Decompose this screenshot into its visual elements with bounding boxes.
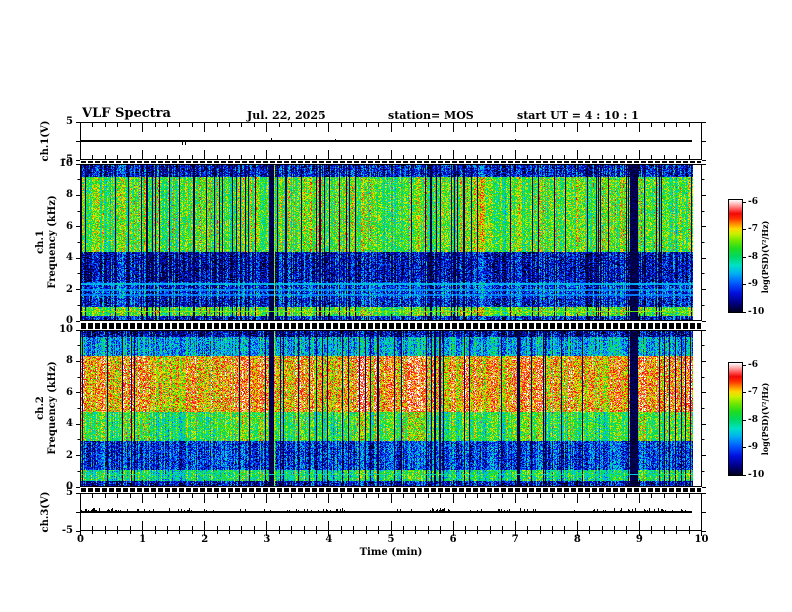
colorbar-tick-label: -10 (748, 470, 765, 480)
y-tick-label: -5 (61, 525, 73, 536)
x-tick-label: 5 (387, 534, 395, 545)
colorbar-tick-label: -7 (748, 387, 758, 397)
x-tick-label: 0 (77, 534, 84, 545)
colorbar-tick-label: -8 (748, 252, 758, 262)
x-tick-label: 2 (201, 534, 209, 545)
colorbar-tick-label: -6 (748, 360, 758, 370)
y-tick-label: 2 (66, 450, 73, 461)
y-tick-label: 6 (66, 387, 73, 398)
y-tick-label: 8 (66, 189, 73, 200)
x-tick-label: 3 (263, 534, 271, 545)
start-ut-label: start UT = 4 : 10 : 1 (517, 109, 639, 122)
colorbar-tick-label: -9 (748, 279, 758, 289)
colorbar-ch1-gradient (728, 199, 743, 313)
x-tick-label: 6 (449, 534, 457, 545)
page-title: VLF Spectra (82, 106, 171, 121)
date-label: Jul. 22, 2025 (247, 109, 326, 122)
panel-gap-ticks-1 (81, 161, 701, 163)
time-axis-label: Time (min) (359, 547, 423, 558)
colorbar-tick-label: -7 (748, 224, 758, 234)
colorbar-tick-label: -6 (748, 197, 758, 207)
y-tick-label: -5 (61, 154, 73, 165)
panel-gap-ticks-3 (81, 488, 701, 492)
y-tick-label: 8 (66, 355, 73, 366)
y-tick-label: 5 (66, 487, 73, 498)
colorbar-ch2-gradient (728, 362, 743, 476)
y-tick-label: 2 (66, 284, 73, 295)
y-tick-label: 6 (66, 221, 73, 232)
panel-gap-ticks-2 (81, 323, 701, 329)
x-tick-label: 1 (139, 534, 147, 545)
x-tick-label: 4 (325, 534, 333, 545)
y-tick-label: 10 (59, 324, 73, 335)
colorbar-tick-label: -10 (748, 307, 765, 317)
station-label: station= MOS (388, 109, 474, 122)
x-tick-label: 10 (694, 534, 709, 545)
x-tick-label: 7 (511, 534, 519, 545)
colorbar-tick-label: -9 (748, 442, 758, 452)
colorbar-tick-label: -8 (748, 415, 758, 425)
y-tick-label: 5 (66, 116, 73, 127)
y-tick-label: 0 (66, 315, 73, 326)
x-tick-label: 9 (635, 534, 643, 545)
ch2-spectrogram-canvas (81, 331, 701, 486)
ch1-spectrogram-canvas (81, 165, 701, 320)
y-tick-label: 0 (66, 481, 73, 492)
y-tick-label: 4 (66, 418, 73, 429)
x-tick-label: 8 (573, 534, 581, 545)
y-tick-label: 10 (59, 158, 73, 169)
y-tick-label: 4 (66, 252, 73, 263)
